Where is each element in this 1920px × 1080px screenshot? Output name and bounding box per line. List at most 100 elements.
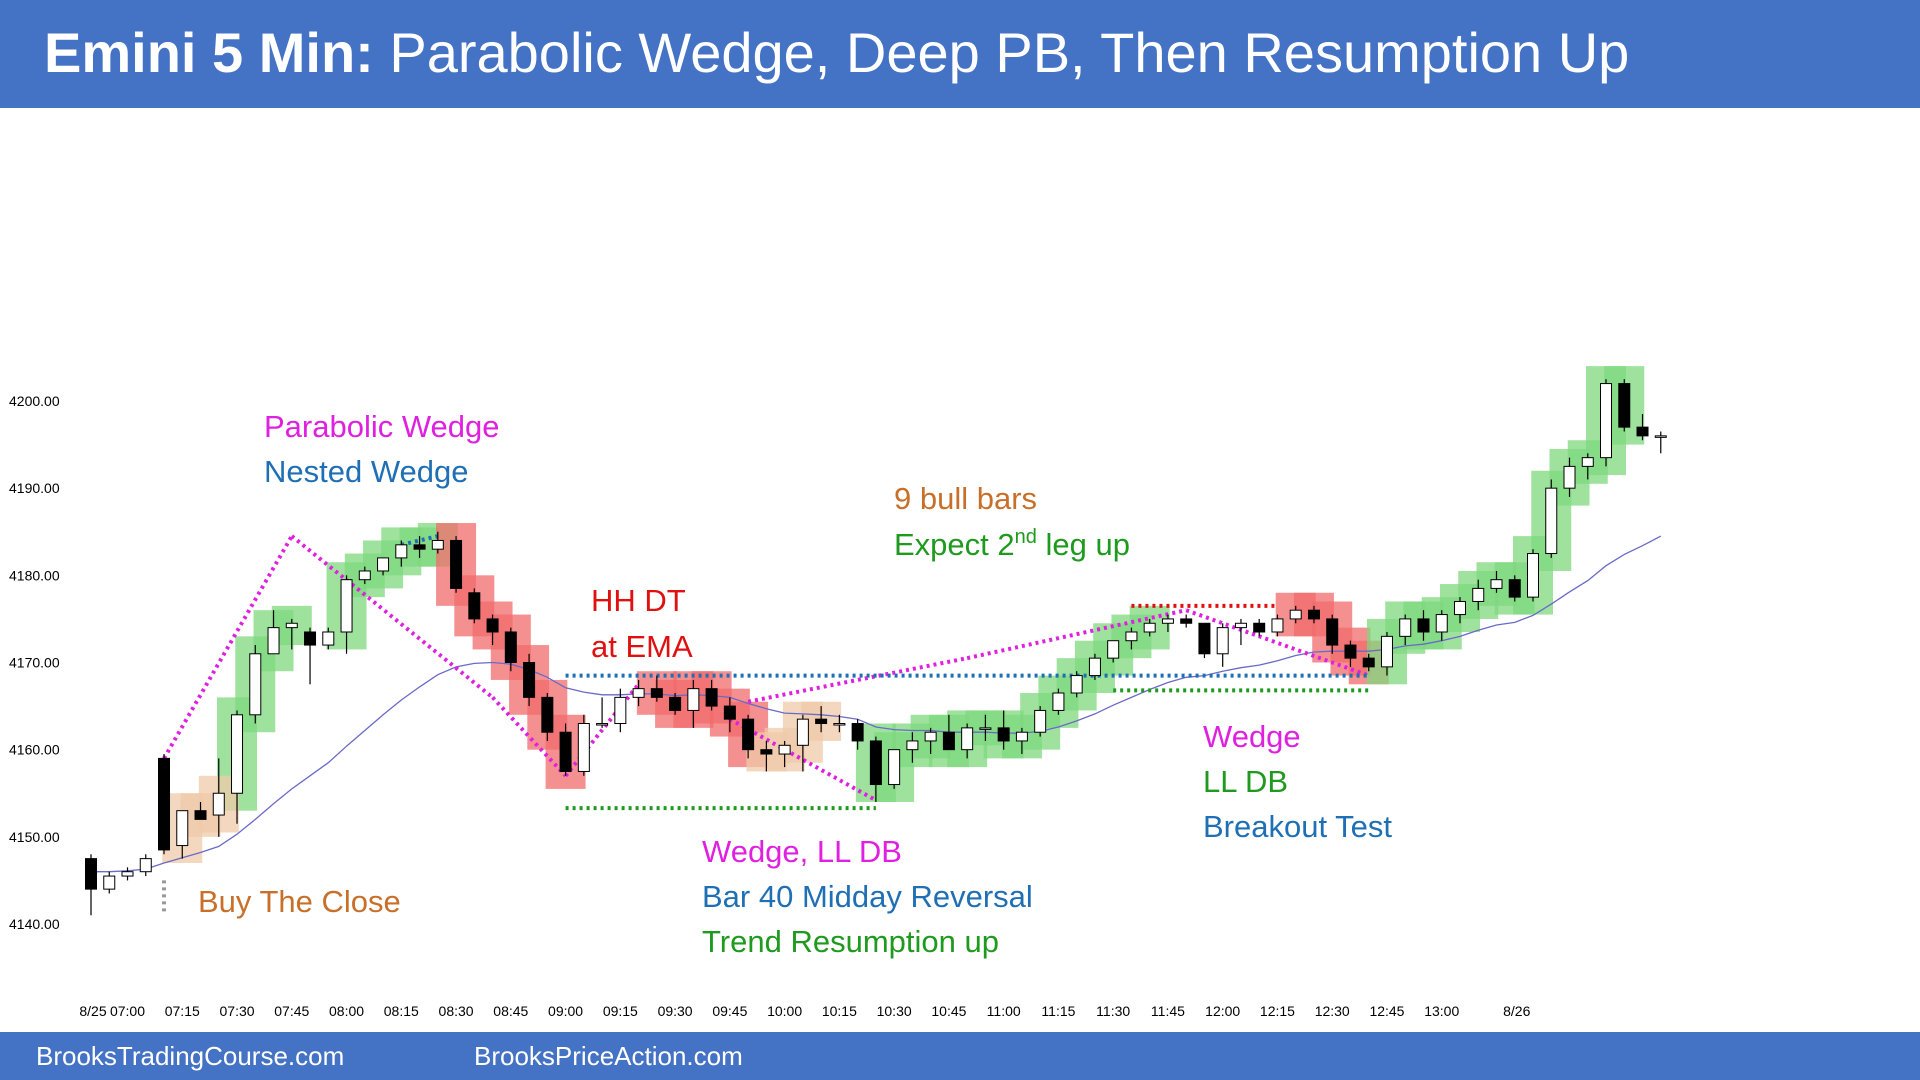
bear-candle bbox=[1417, 618, 1430, 633]
annotation-midday-reversal: Bar 40 Midday Reversal bbox=[702, 879, 1033, 914]
bear-candle bbox=[1198, 622, 1211, 655]
bull-candle bbox=[1654, 435, 1667, 438]
wedge-up-line bbox=[966, 608, 1187, 661]
bull-candle bbox=[924, 731, 937, 742]
bull-candle bbox=[431, 539, 444, 550]
x-tick-label: 8/25 bbox=[79, 1003, 106, 1019]
bear-candle bbox=[194, 810, 207, 820]
annotation-hh-dt: HH DT bbox=[591, 583, 686, 618]
bull-candle bbox=[1234, 622, 1247, 629]
bear-candle bbox=[723, 705, 736, 720]
x-tick-label: 08:45 bbox=[493, 1003, 528, 1019]
annotation-ll-db: LL DB bbox=[1203, 764, 1288, 799]
bear-candle bbox=[85, 858, 97, 890]
wedge-line bbox=[564, 683, 641, 778]
title-rest: Parabolic Wedge, Deep PB, Then Resumptio… bbox=[389, 21, 1630, 84]
annotation-bull-bars: 9 bull bars bbox=[894, 481, 1037, 516]
annotation-trend-resumption: Trend Resumption up bbox=[702, 924, 999, 959]
bull-candle bbox=[906, 740, 919, 751]
x-tick-label: 13:00 bbox=[1424, 1003, 1459, 1019]
bull-candle bbox=[1015, 731, 1028, 742]
bear-candle bbox=[1618, 383, 1631, 428]
bear-candle bbox=[997, 727, 1010, 742]
title-bold: Emini 5 Min: bbox=[44, 21, 374, 84]
ema-line bbox=[91, 535, 1662, 873]
x-tick-label: 11:45 bbox=[1151, 1003, 1185, 1019]
bull-candle bbox=[1399, 618, 1412, 637]
candles bbox=[85, 379, 1667, 916]
x-tick-label: 07:30 bbox=[220, 1003, 255, 1019]
bull-candle bbox=[687, 688, 700, 711]
y-tick-label: 4200.00 bbox=[9, 393, 60, 409]
bear-candle bbox=[468, 592, 481, 620]
x-tick-label: 09:45 bbox=[712, 1003, 747, 1019]
bear-candle bbox=[504, 631, 517, 663]
bull-candle bbox=[249, 653, 262, 716]
annotation-breakout-test: Breakout Test bbox=[1203, 809, 1392, 844]
expect-prefix: Expect 2 bbox=[894, 527, 1015, 562]
bull-candle bbox=[212, 792, 225, 816]
annotation-buy-the-close: Buy The Close bbox=[198, 884, 401, 919]
y-tick-label: 4140.00 bbox=[9, 916, 60, 932]
y-tick-label: 4170.00 bbox=[9, 655, 60, 671]
annotation-nested-wedge: Nested Wedge bbox=[264, 454, 469, 489]
x-tick-label: 10:00 bbox=[767, 1003, 802, 1019]
bull-candle bbox=[1216, 627, 1229, 655]
bear-candle bbox=[1636, 426, 1649, 437]
bear-candle bbox=[669, 696, 682, 711]
bull-candle bbox=[358, 570, 371, 581]
x-tick-label: 10:15 bbox=[822, 1003, 857, 1019]
bear-candle bbox=[705, 688, 718, 707]
bear-candle bbox=[304, 631, 317, 646]
bear-candle bbox=[486, 618, 499, 633]
wedge-down-line bbox=[1185, 608, 1370, 678]
bear-candle bbox=[541, 696, 554, 733]
bear-candle bbox=[158, 757, 171, 851]
annotation-parabolic-wedge: Parabolic Wedge bbox=[264, 409, 500, 444]
y-axis-ticks: 4140.00 4150.00 4160.00 4170.00 4180.00 4190.… bbox=[9, 393, 60, 932]
x-tick-label: 12:15 bbox=[1260, 1003, 1295, 1019]
bear-candle bbox=[815, 718, 828, 725]
bull-candle bbox=[596, 723, 609, 726]
bull-candle bbox=[1143, 622, 1156, 633]
bear-candle bbox=[450, 539, 463, 589]
footer-banner: BrooksTradingCourse.com BrooksPriceActio… bbox=[0, 1032, 1920, 1080]
footer-link-brookspriceaction[interactable]: BrooksPriceAction.com bbox=[474, 1041, 743, 1071]
bear-candle bbox=[1253, 622, 1266, 633]
title-banner: Emini 5 Min: Parabolic Wedge, Deep PB, T… bbox=[0, 0, 1920, 108]
bear-candle bbox=[523, 662, 536, 698]
bear-candle bbox=[942, 731, 955, 751]
bull-candle bbox=[961, 727, 974, 751]
bull-candle bbox=[285, 622, 298, 629]
bull-candle bbox=[176, 810, 189, 847]
bull-candle bbox=[778, 744, 791, 755]
bull-candle bbox=[340, 579, 353, 633]
parabolic-wedge-line bbox=[162, 535, 294, 760]
bear-candle bbox=[413, 544, 426, 550]
y-tick-label: 4150.00 bbox=[9, 829, 60, 845]
bull-candle bbox=[1563, 465, 1576, 489]
annotation-at-ema: at EMA bbox=[591, 629, 693, 664]
bull-candle bbox=[1271, 618, 1284, 633]
bull-candle bbox=[1527, 553, 1539, 598]
ema-line-layer bbox=[91, 535, 1662, 873]
bull-candle bbox=[1380, 635, 1393, 668]
bear-candle bbox=[650, 688, 663, 698]
x-tick-label: 12:30 bbox=[1315, 1003, 1350, 1019]
y-tick-label: 4190.00 bbox=[9, 480, 60, 496]
guide-lines bbox=[162, 534, 1370, 916]
expect-suffix: leg up bbox=[1037, 527, 1130, 562]
bull-candle bbox=[796, 718, 809, 746]
bull-candle bbox=[1472, 587, 1485, 602]
bear-candle bbox=[1508, 579, 1521, 598]
x-tick-label: 11:00 bbox=[987, 1003, 1021, 1019]
bull-candle bbox=[1453, 600, 1466, 616]
y-tick-label: 4180.00 bbox=[9, 567, 60, 583]
bear-candle bbox=[1307, 609, 1320, 620]
bull-candle bbox=[377, 557, 390, 572]
bull-candle bbox=[1161, 618, 1174, 624]
bear-candle bbox=[851, 723, 864, 742]
bull-candle bbox=[1034, 709, 1047, 733]
x-tick-label: 8/26 bbox=[1503, 1003, 1530, 1019]
footer-link-brookstradingcourse[interactable]: BrooksTradingCourse.com bbox=[36, 1041, 345, 1071]
